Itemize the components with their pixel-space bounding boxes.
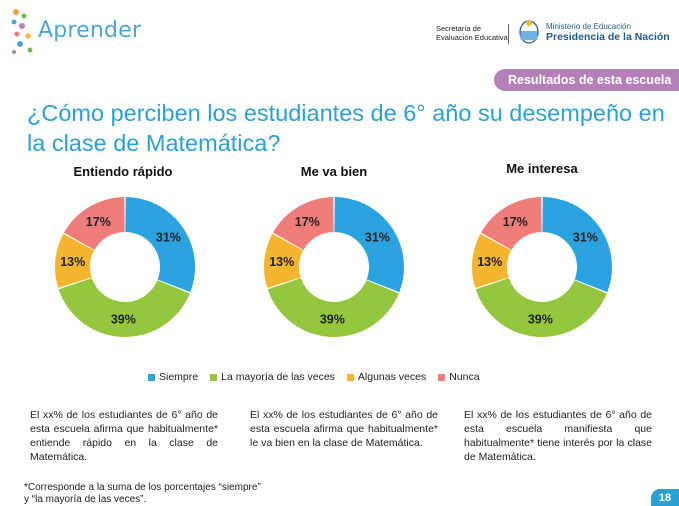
app-name: Aprender — [38, 18, 142, 43]
legend-swatch — [148, 373, 155, 381]
slice-algunas — [55, 233, 95, 288]
slice-siempre — [542, 197, 612, 293]
slice-mayoria — [58, 278, 190, 337]
slice-label-siempre: 31% — [365, 230, 390, 244]
legend-item-nunca: Nunca — [438, 371, 480, 383]
chart-title-2: Me va bien — [300, 164, 368, 179]
secretaria-label: Secretaría de Evaluación Educativa — [436, 24, 509, 44]
slice-label-algunas: 13% — [269, 255, 294, 269]
legend-item-algunas: Algunas veces — [346, 371, 427, 383]
legend-label: Algunas veces — [357, 371, 427, 383]
slice-label-nunca: 17% — [295, 215, 320, 229]
slice-label-mayoria: 39% — [320, 312, 345, 326]
header-divider — [508, 24, 509, 44]
secretaria-line-1: Secretaría de — [436, 24, 482, 33]
page-title: ¿Cómo perciben los estudiantes de 6° año… — [27, 100, 665, 156]
description-1: El xx% de los estudiantes de 6° año de e… — [30, 409, 218, 463]
ministerio-line-1: Ministerio de Educación — [546, 22, 631, 31]
legend-swatch — [210, 373, 218, 381]
legend-label: Nunca — [449, 371, 480, 383]
description-2: El xx% de los estudiantes de 6° año de e… — [250, 409, 438, 449]
footnote: *Corresponde a la suma de los porcentaje… — [24, 482, 261, 505]
slice-label-nunca: 17% — [86, 215, 111, 229]
escudo-icon — [519, 20, 539, 44]
slice-algunas — [472, 233, 512, 288]
legend-label: La mayoría de las veces — [221, 371, 335, 383]
chart-title-3: Me interesa — [506, 161, 578, 176]
slice-nunca — [481, 197, 542, 250]
slice-label-mayoria: 39% — [111, 312, 136, 326]
slice-label-algunas: 13% — [60, 255, 85, 269]
slice-siempre — [334, 197, 404, 293]
chart-legend: Siempre La mayoría de las veces Algunas … — [148, 371, 492, 383]
aprender-logo — [8, 6, 138, 60]
secretaria-line-2: Evaluación Educativa — [436, 33, 508, 42]
slice-label-mayoria: 39% — [528, 312, 553, 326]
slice-nunca — [64, 197, 125, 250]
legend-label: Siempre — [159, 371, 199, 383]
legend-item-mayoria: La mayoría de las veces — [210, 371, 335, 383]
slice-label-algunas: 13% — [477, 255, 502, 269]
donut-chart-me-interesa: 31% 39% 13% 17% — [472, 197, 612, 337]
slice-mayoria — [475, 278, 607, 337]
description-3: El xx% de los estudiantes de 6° año de e… — [464, 409, 652, 463]
donut-chart-me-va-bien: 31% 39% 13% 17% — [264, 197, 404, 337]
chart-title-1: Entiendo rápido — [73, 164, 173, 179]
page-number: 18 — [651, 489, 679, 506]
slice-siempre — [125, 197, 195, 293]
results-banner: Resultados de esta escuela — [494, 69, 679, 91]
ministerio-line-2: Presidencia de la Nación — [546, 31, 670, 43]
slice-label-siempre: 31% — [156, 230, 181, 244]
butterflies-icon — [11, 9, 33, 54]
slice-label-siempre: 31% — [573, 230, 598, 244]
slice-nunca — [273, 197, 334, 250]
legend-swatch — [346, 373, 354, 381]
legend-swatch — [438, 373, 446, 381]
slice-algunas — [264, 233, 304, 288]
slice-label-nunca: 17% — [503, 215, 528, 229]
legend-item-siempre: Siempre — [148, 371, 198, 383]
donut-chart-entiendo-rapido: 31% 39% 13% 17% — [55, 197, 195, 337]
slice-mayoria — [267, 278, 399, 337]
